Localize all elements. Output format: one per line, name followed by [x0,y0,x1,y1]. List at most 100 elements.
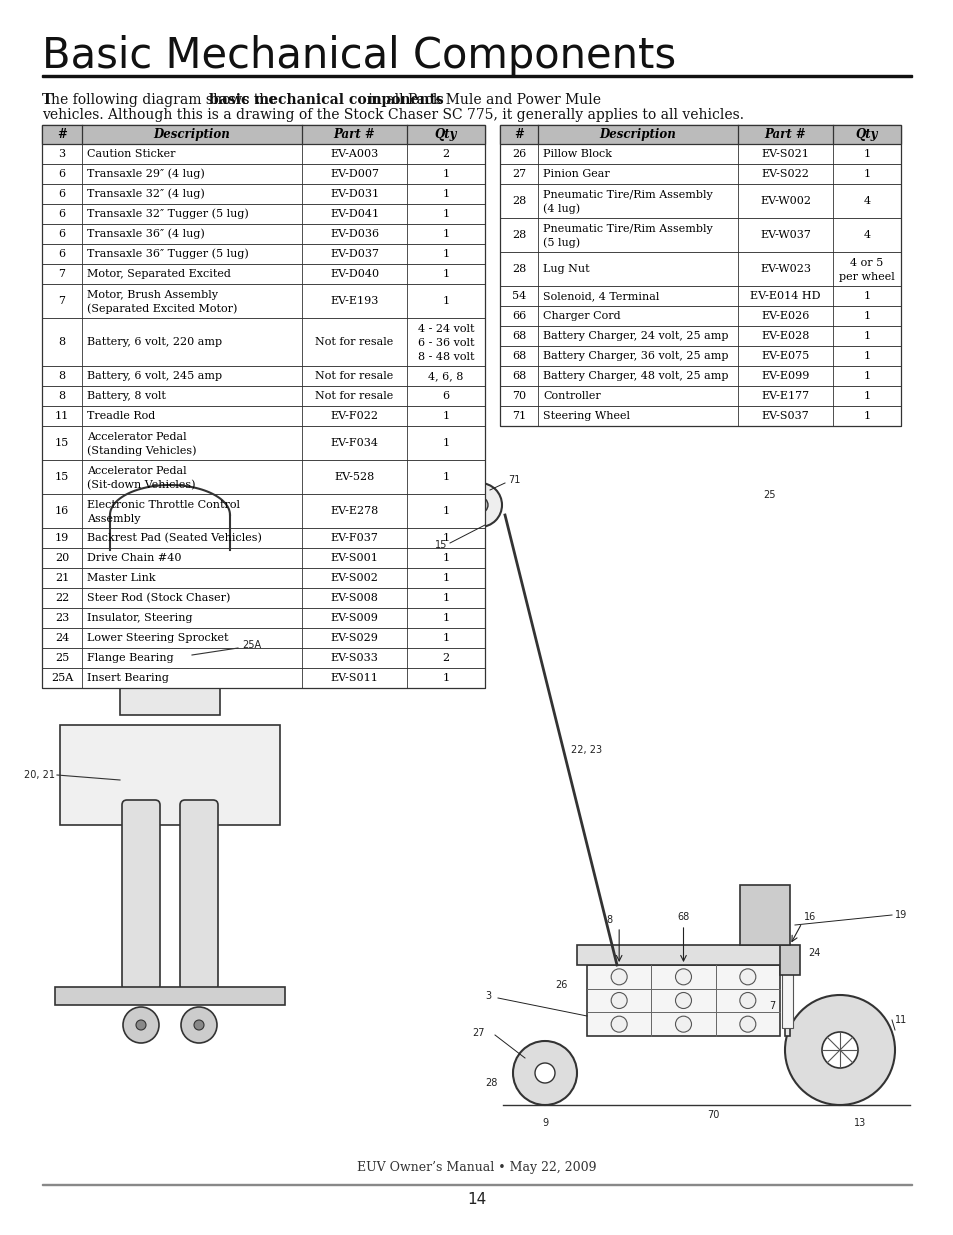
Text: Not for resale: Not for resale [315,337,394,347]
Text: 25: 25 [55,653,69,663]
Text: 15: 15 [55,472,69,482]
Bar [499,125,900,144]
Text: 15: 15 [435,540,447,550]
Text: 26: 26 [512,149,525,159]
Bar [780,945,800,974]
Text: Caution Sticker: Caution Sticker [87,149,175,159]
Text: Qty: Qty [435,128,456,141]
Text: he following diagram shows the: he following diagram shows the [51,93,280,107]
Bar [42,245,484,264]
Text: 1: 1 [862,331,870,341]
Text: 1: 1 [442,209,449,219]
Text: per wheel: per wheel [839,272,894,282]
Bar [42,588,484,608]
Text: 7: 7 [768,1002,774,1011]
Text: Battery, 6 volt, 220 amp: Battery, 6 volt, 220 amp [87,337,222,347]
Text: 1: 1 [442,613,449,622]
Text: Qty: Qty [855,128,878,141]
Text: 21: 21 [55,573,69,583]
Bar [42,387,484,406]
Text: 16: 16 [803,911,815,923]
Text: 22: 22 [55,593,69,603]
Text: EV-D031: EV-D031 [330,189,378,199]
Text: EV-D007: EV-D007 [330,169,378,179]
Bar [499,184,900,219]
Bar [781,973,792,1028]
Text: Not for resale: Not for resale [315,370,394,382]
Text: 6: 6 [58,189,66,199]
Bar [42,459,484,494]
Text: EV-E075: EV-E075 [760,351,809,361]
Bar [95,545,245,595]
Text: 25A: 25A [51,673,73,683]
Text: EV-W037: EV-W037 [760,230,810,240]
Text: Pneumatic Tire/Rim Assembly: Pneumatic Tire/Rim Assembly [542,190,712,200]
Text: 1: 1 [442,249,449,259]
Text: 4: 4 [862,230,870,240]
Text: 19: 19 [894,910,906,920]
Text: #: # [57,128,67,141]
Bar [42,204,484,224]
Bar [42,426,484,459]
Text: Battery Charger, 48 volt, 25 amp: Battery Charger, 48 volt, 25 amp [542,370,728,382]
Text: EV-E278: EV-E278 [330,506,378,516]
Text: 70: 70 [706,1110,719,1120]
Text: 8: 8 [605,915,612,925]
Bar [42,224,484,245]
Text: EV-D040: EV-D040 [330,269,378,279]
Text: Not for resale: Not for resale [315,391,394,401]
Text: 11: 11 [894,1015,906,1025]
Text: (4 lug): (4 lug) [542,204,579,215]
Bar [499,346,900,366]
Circle shape [675,968,691,984]
Bar [499,326,900,346]
Text: EV-E193: EV-E193 [330,296,378,306]
Text: 68: 68 [512,331,525,341]
Text: EV-S002: EV-S002 [331,573,378,583]
Text: EV-528: EV-528 [334,472,375,482]
Text: 1: 1 [862,149,870,159]
Circle shape [740,993,755,1009]
Circle shape [162,647,178,663]
Text: 4: 4 [862,196,870,206]
Text: EV-D041: EV-D041 [330,209,378,219]
Text: 1: 1 [442,169,449,179]
Bar [740,885,789,945]
Text: 6: 6 [58,228,66,240]
Text: 68: 68 [677,911,689,923]
Circle shape [513,1041,577,1105]
Text: 19: 19 [55,534,69,543]
Text: 3: 3 [58,149,66,159]
Bar [42,668,484,688]
Bar [499,406,900,426]
Text: 3: 3 [484,990,491,1002]
Text: Charger Cord: Charger Cord [542,311,620,321]
Text: Accelerator Pedal: Accelerator Pedal [87,432,187,442]
Circle shape [136,1020,146,1030]
Circle shape [675,1016,691,1032]
Text: EV-E014 HD: EV-E014 HD [749,291,820,301]
Bar [499,144,900,164]
Circle shape [740,1016,755,1032]
Text: 1: 1 [442,506,449,516]
Text: 1: 1 [442,438,449,448]
Circle shape [457,483,501,527]
Text: Pillow Block: Pillow Block [542,149,612,159]
Text: EV-E099: EV-E099 [760,370,809,382]
Text: 6: 6 [58,249,66,259]
Text: Transaxle 36″ Tugger (5 lug): Transaxle 36″ Tugger (5 lug) [87,248,249,259]
Text: 20, 21: 20, 21 [24,769,55,781]
Text: in all Pack Mule and Power Mule: in all Pack Mule and Power Mule [364,93,600,107]
Text: 6: 6 [442,391,449,401]
Text: 27: 27 [472,1028,484,1037]
Text: 1: 1 [862,370,870,382]
Bar [42,494,484,529]
Bar [42,366,484,387]
Text: T: T [42,93,52,107]
Text: 25A: 25A [242,640,261,650]
Bar [42,125,484,688]
Text: Assembly: Assembly [87,514,140,524]
Text: 71: 71 [507,475,519,485]
Text: 6: 6 [58,169,66,179]
FancyBboxPatch shape [122,800,160,990]
